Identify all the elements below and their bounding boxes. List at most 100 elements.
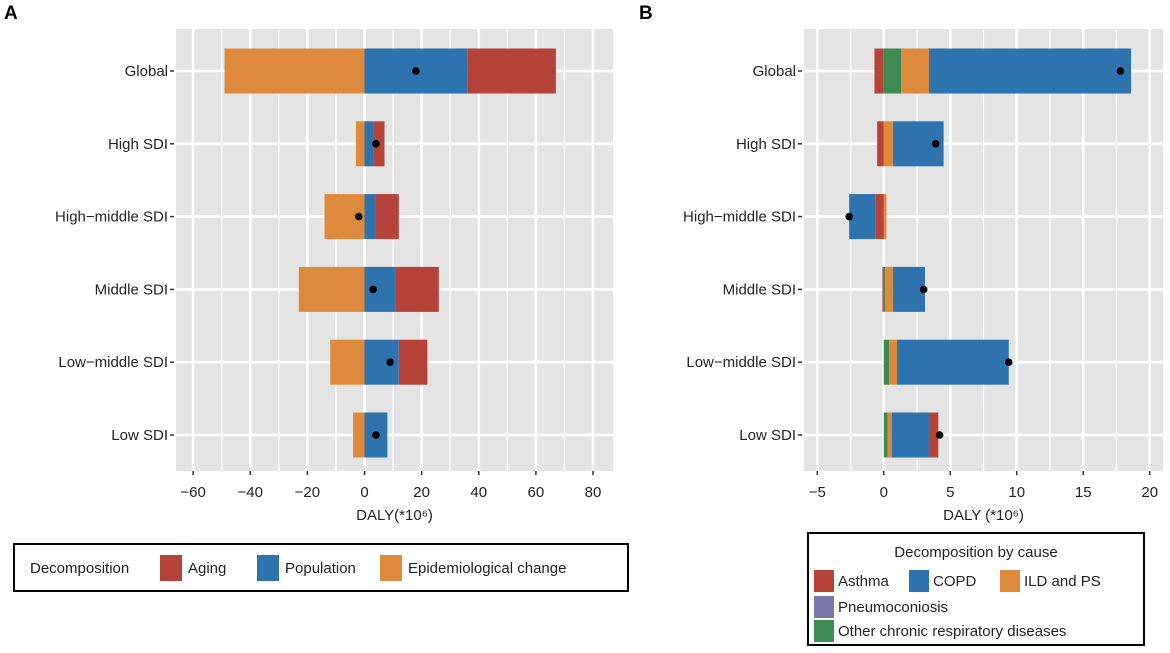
net-total-point — [919, 285, 928, 294]
legend-swatch-ild — [1000, 570, 1020, 592]
bar-asthma-0 — [874, 48, 884, 94]
bar-asthma-3 — [882, 266, 884, 312]
y-tick-label: Low−middle SDI — [58, 354, 168, 371]
y-tick-label: Low−middle SDI — [686, 354, 796, 371]
legend-box — [13, 543, 629, 592]
bar-ild-5 — [887, 412, 892, 458]
legend-label-pneumo: Pneumoconiosis — [838, 599, 948, 616]
net-total-point — [354, 212, 363, 221]
bar-copd-2 — [849, 194, 876, 240]
x-tick-label: 40 — [470, 484, 487, 501]
legend-swatch-copd — [909, 570, 929, 592]
bar-population-3 — [364, 266, 396, 312]
legend-label-asthma: Asthma — [838, 573, 890, 590]
bar-asthma-2 — [875, 194, 884, 240]
panel-a-letter: A — [4, 3, 18, 24]
legend-label-copd: COPD — [933, 573, 977, 590]
net-total-point — [845, 212, 854, 221]
x-tick-label: −60 — [180, 484, 205, 501]
panel-a-chart: Global High SDI High−middle SDI Middle SDI L… — [55, 29, 613, 524]
legend-swatch-epi — [380, 555, 402, 581]
bar-aging-0 — [467, 48, 556, 94]
legend-swatch-pneumo — [814, 596, 834, 618]
bar-copd-0 — [928, 48, 1132, 94]
x-tick-label: 0 — [360, 484, 368, 501]
panel-b-letter: B — [639, 3, 653, 24]
y-tick-label: High−middle SDI — [55, 209, 168, 226]
y-tick-label: Middle SDI — [723, 281, 796, 298]
x-axis-label: DALY (*10⁶) — [943, 507, 1024, 524]
legend-label-ild: ILD and PS — [1024, 573, 1101, 590]
x-tick-label: 20 — [413, 484, 430, 501]
x-tick-label: 60 — [528, 484, 545, 501]
net-total-point — [412, 67, 420, 75]
bar-copd-5 — [891, 412, 929, 458]
panel-a-legend: Decomposition Aging Population Epidemiologi… — [13, 543, 629, 592]
net-total-point — [931, 140, 940, 148]
x-tick-label: 0 — [880, 484, 888, 501]
bar-ild-3 — [885, 266, 894, 312]
legend-title: Decomposition — [30, 560, 129, 577]
bar-epi-5 — [353, 412, 365, 458]
y-tick-label: High SDI — [736, 136, 796, 153]
bar-ild-4 — [889, 339, 898, 385]
legend-label-other: Other chronic respiratory diseases — [838, 623, 1066, 640]
x-tick-label: −20 — [295, 484, 320, 501]
plot-background — [176, 29, 613, 471]
x-tick-label: −40 — [238, 484, 263, 501]
bar-epi-4 — [330, 339, 365, 385]
bar-copd-4 — [897, 339, 1009, 385]
bar-population-1 — [364, 121, 374, 167]
legend-swatch-asthma — [814, 570, 834, 592]
legend-label-epi: Epidemiological change — [408, 560, 566, 577]
panel-b-chart: Global High SDI High−middle SDI Middle SDI L… — [683, 29, 1163, 524]
bar-epi-0 — [224, 48, 365, 94]
legend-box — [807, 532, 1145, 646]
legend-swatch-aging — [160, 555, 182, 581]
bar-ild-1 — [883, 121, 894, 167]
bar-aging-3 — [395, 266, 439, 312]
y-tick-label: High SDI — [108, 136, 168, 153]
net-total-point — [386, 358, 395, 367]
x-tick-label: −5 — [809, 484, 826, 501]
legend-swatch-other — [814, 620, 834, 642]
x-axis-label: DALY(*10⁶) — [356, 507, 433, 524]
net-total-point — [1116, 67, 1125, 75]
bar-epi-1 — [355, 121, 365, 167]
x-tick-label: 10 — [1008, 484, 1025, 501]
net-total-point — [372, 431, 380, 439]
x-tick-label: 15 — [1075, 484, 1092, 501]
bar-asthma-5 — [928, 412, 939, 458]
bar-epi-3 — [298, 266, 365, 312]
legend-title: Decomposition by cause — [894, 544, 1057, 561]
legend-swatch-population — [257, 555, 279, 581]
bar-aging-2 — [375, 194, 399, 240]
bar-other-4 — [883, 339, 890, 385]
bar-other-5 — [883, 412, 888, 458]
bar-other-0 — [883, 48, 902, 94]
bar-other-3 — [883, 266, 886, 312]
y-tick-label: High−middle SDI — [683, 209, 796, 226]
x-tick-label: 80 — [585, 484, 602, 501]
y-tick-label: Low SDI — [111, 427, 168, 444]
bar-ild-0 — [901, 48, 929, 94]
net-total-point — [935, 431, 944, 439]
bar-ild-2 — [883, 194, 887, 240]
y-tick-label: Low SDI — [739, 427, 796, 444]
bar-asthma-1 — [877, 121, 884, 167]
net-total-point — [369, 285, 377, 294]
y-tick-label: Global — [125, 63, 168, 80]
y-tick-label: Middle SDI — [95, 281, 168, 298]
x-tick-label: 5 — [946, 484, 954, 501]
bar-copd-3 — [893, 266, 925, 312]
legend-label-aging: Aging — [188, 560, 226, 577]
legend-label-population: Population — [285, 560, 356, 577]
bar-aging-4 — [398, 339, 428, 385]
net-total-point — [372, 140, 380, 148]
y-tick-label: Global — [753, 63, 796, 80]
bar-population-2 — [364, 194, 376, 240]
x-tick-label: 20 — [1141, 484, 1158, 501]
net-total-point — [1004, 358, 1013, 367]
